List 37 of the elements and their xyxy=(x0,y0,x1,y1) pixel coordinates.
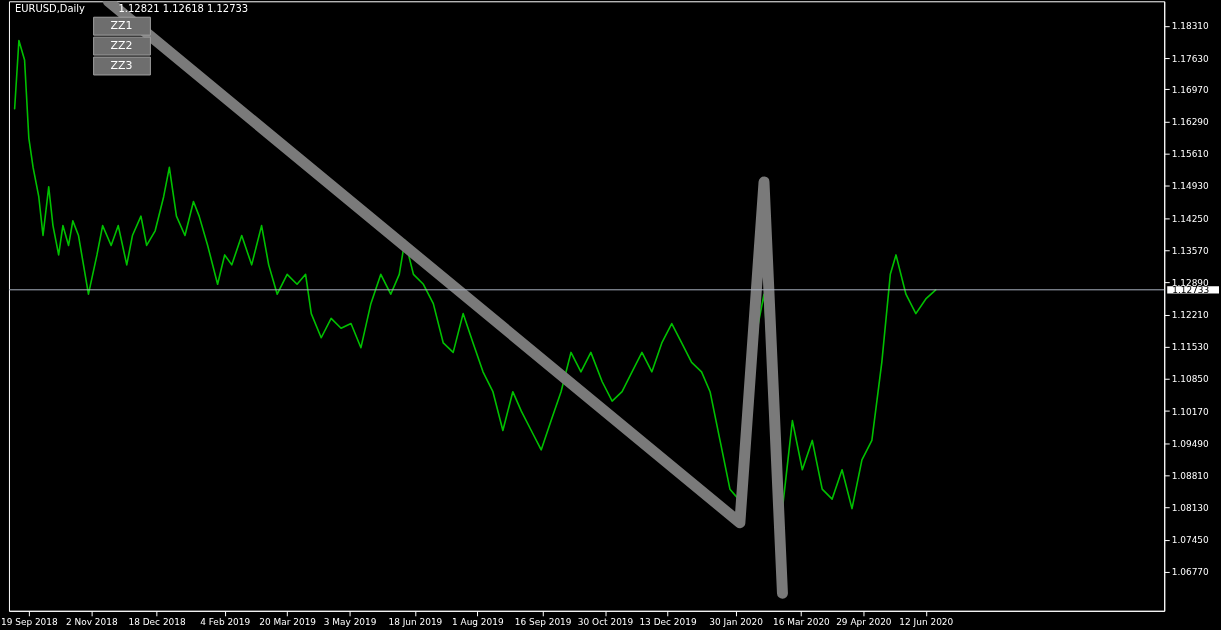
y-tick-label: 1.08810 xyxy=(1171,470,1210,481)
annotation: ZZ3 xyxy=(110,59,133,73)
y-tick-label: 1.15610 xyxy=(1171,149,1210,160)
y-tick-label: 1.11530 xyxy=(1171,342,1210,353)
chart-title: EURUSD,Daily xyxy=(14,3,86,15)
y-tick-label: 1.14250 xyxy=(1171,213,1210,224)
annotation: 1.12821 1.12618 1.12733 xyxy=(118,3,249,15)
y-tick-label: 1.10850 xyxy=(1171,374,1210,385)
y-tick-label: 1.13570 xyxy=(1171,245,1210,256)
x-tick-label: 30 Jan 2020 xyxy=(709,617,764,628)
x-tick-label: 19 Sep 2018 xyxy=(0,617,58,628)
annotation: ZZ1 xyxy=(110,19,133,33)
x-tick-label: 13 Dec 2019 xyxy=(639,617,697,628)
x-tick-label: 2 Nov 2018 xyxy=(65,617,118,628)
y-tick-label: 1.06770 xyxy=(1171,567,1210,578)
y-tick-label: 1.07450 xyxy=(1171,535,1210,546)
x-tick-label: 29 Apr 2020 xyxy=(836,617,892,628)
y-tick-label: 1.12210 xyxy=(1171,310,1210,321)
x-tick-label: 12 Jun 2020 xyxy=(899,617,954,628)
x-tick-label: 16 Sep 2019 xyxy=(514,617,572,628)
y-tick-label: 1.08130 xyxy=(1171,503,1210,514)
y-tick-label: 1.09490 xyxy=(1171,438,1210,449)
y-tick-label: 1.14930 xyxy=(1171,181,1210,192)
x-tick-label: 18 Dec 2018 xyxy=(128,617,186,628)
y-tick-label: 1.16290 xyxy=(1171,116,1210,127)
x-tick-label: 1 Aug 2019 xyxy=(451,617,504,628)
annotation: ZZ2 xyxy=(110,39,133,53)
x-tick-label: 30 Oct 2019 xyxy=(577,617,634,628)
x-tick-label: 18 Jun 2019 xyxy=(388,617,443,628)
y-tick-label: 1.16970 xyxy=(1171,84,1210,95)
x-tick-label: 3 May 2019 xyxy=(323,617,377,628)
x-tick-label: 20 Mar 2019 xyxy=(259,617,317,628)
x-tick-label: 16 Mar 2020 xyxy=(773,617,831,628)
y-tick-label: 1.17630 xyxy=(1171,53,1210,64)
x-tick-label: 4 Feb 2019 xyxy=(200,617,251,628)
y-tick-label: 1.18310 xyxy=(1171,21,1210,32)
y-tick-label: 1.10170 xyxy=(1171,406,1210,417)
